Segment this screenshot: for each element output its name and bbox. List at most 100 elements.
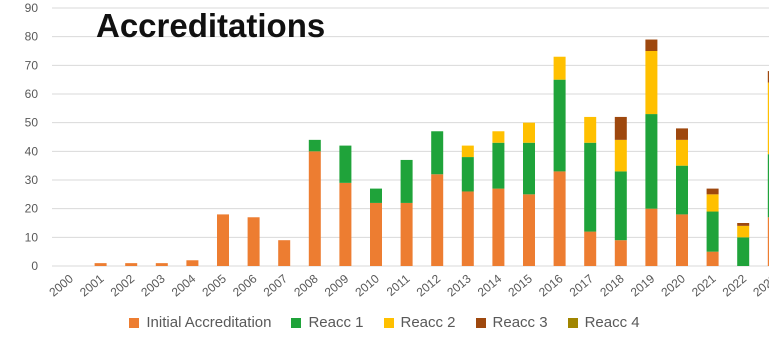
bar-2008-series-1 bbox=[308, 139, 321, 152]
bar-2006-series-0 bbox=[247, 217, 260, 266]
x-tick-label: 2004 bbox=[169, 271, 199, 299]
legend: Initial Accreditation Reacc 1 Reacc 2 Reacc… bbox=[0, 314, 769, 331]
bar-2017-series-0 bbox=[584, 231, 597, 266]
bar-2022-series-3 bbox=[737, 223, 750, 226]
bar-2004-series-0 bbox=[186, 260, 199, 266]
bar-2011-series-1 bbox=[400, 159, 413, 203]
bar-2005-series-0 bbox=[217, 214, 229, 266]
legend-label: Reacc 2 bbox=[400, 314, 456, 331]
y-tick-label: 10 bbox=[25, 230, 39, 244]
y-tick-label: 50 bbox=[25, 116, 39, 130]
x-tick-label: 2001 bbox=[77, 271, 107, 299]
bar-2023-series-2 bbox=[767, 82, 769, 155]
x-tick-label: 2022 bbox=[720, 271, 750, 299]
bar-2016-series-1 bbox=[553, 79, 566, 172]
legend-entry: Reacc 3 bbox=[475, 314, 548, 331]
bar-2019-series-0 bbox=[645, 208, 658, 266]
bar-2016-series-2 bbox=[553, 56, 566, 80]
bar-2018-series-1 bbox=[614, 171, 627, 241]
bar-2023-series-3 bbox=[767, 71, 769, 83]
x-tick-label: 2007 bbox=[261, 271, 291, 299]
x-tick-label: 2006 bbox=[230, 271, 260, 299]
x-tick-label: 2021 bbox=[689, 271, 719, 299]
bar-2017-series-2 bbox=[584, 116, 597, 143]
bar-2023-series-1 bbox=[767, 154, 769, 218]
gridlines bbox=[52, 7, 769, 267]
legend-label: Reacc 1 bbox=[308, 314, 364, 331]
bar-2019-series-2 bbox=[645, 51, 658, 115]
bar-2018-series-2 bbox=[614, 139, 627, 172]
bar-2003-series-0 bbox=[155, 263, 168, 266]
bar-2015-series-1 bbox=[523, 142, 535, 195]
y-tick-label: 70 bbox=[25, 58, 39, 72]
bar-2019-series-1 bbox=[645, 114, 658, 209]
x-tick-label: 2014 bbox=[475, 271, 505, 299]
legend-swatch bbox=[383, 317, 394, 328]
bar-2013-series-0 bbox=[461, 191, 474, 266]
x-tick-label: 2010 bbox=[352, 271, 382, 299]
x-axis-ticks: 2000 2001 2002 2003 2004 2005 2006 2007 2008 2009… bbox=[46, 271, 769, 299]
x-tick-label: 2003 bbox=[138, 271, 168, 299]
x-tick-label: 2000 bbox=[46, 271, 76, 299]
bar-2008-series-0 bbox=[308, 151, 321, 266]
legend-swatch bbox=[567, 317, 578, 328]
bar-2013-series-1 bbox=[461, 157, 474, 192]
bar-2010-series-0 bbox=[370, 202, 382, 266]
legend-swatch bbox=[291, 317, 302, 328]
x-tick-label: 2019 bbox=[628, 271, 658, 299]
bar-2022-series-2 bbox=[737, 225, 750, 238]
x-tick-label: 2002 bbox=[108, 271, 138, 299]
bar-2014-series-0 bbox=[492, 188, 505, 266]
x-tick-label: 2009 bbox=[322, 271, 352, 299]
x-tick-label: 2012 bbox=[414, 271, 444, 299]
bar-2020-series-3 bbox=[676, 128, 688, 140]
bar-2020-series-1 bbox=[676, 165, 688, 215]
bar-2021-series-1 bbox=[706, 211, 719, 252]
bar-2015-series-0 bbox=[523, 194, 535, 266]
bar-2009-series-0 bbox=[339, 182, 352, 266]
bar-2013-series-2 bbox=[461, 145, 474, 158]
y-tick-label: 80 bbox=[25, 30, 39, 44]
legend-label: Reacc 3 bbox=[492, 314, 548, 331]
x-tick-label: 2015 bbox=[505, 271, 535, 299]
bar-2014-series-1 bbox=[492, 142, 505, 189]
bar-2017-series-1 bbox=[584, 142, 597, 232]
bar-2021-series-2 bbox=[706, 194, 719, 212]
legend-swatch bbox=[475, 317, 486, 328]
bar-2002-series-0 bbox=[125, 263, 138, 266]
bar-2020-series-0 bbox=[676, 214, 688, 266]
chart-title: Accreditations bbox=[96, 7, 326, 44]
x-tick-label: 2011 bbox=[384, 271, 413, 299]
x-tick-label: 2023 bbox=[750, 271, 769, 299]
bar-2022-series-1 bbox=[737, 237, 750, 266]
legend-label: Initial Accreditation bbox=[146, 314, 272, 331]
bar-2009-series-1 bbox=[339, 145, 352, 183]
y-tick-label: 60 bbox=[25, 87, 39, 101]
bar-2001-series-0 bbox=[94, 263, 107, 266]
legend-entry: Reacc 1 bbox=[291, 314, 364, 331]
bar-2021-series-0 bbox=[706, 251, 719, 266]
x-tick-label: 2017 bbox=[567, 271, 597, 299]
bar-2016-series-0 bbox=[553, 171, 566, 266]
x-tick-label: 2005 bbox=[199, 271, 229, 299]
bar-2007-series-0 bbox=[278, 240, 291, 266]
bar-2012-series-0 bbox=[431, 174, 444, 266]
x-tick-label: 2013 bbox=[444, 271, 474, 299]
y-tick-label: 30 bbox=[25, 173, 39, 187]
bar-2018-series-0 bbox=[614, 240, 627, 266]
bar-2019-series-3 bbox=[645, 39, 658, 51]
bar-2020-series-2 bbox=[676, 139, 688, 166]
bar-2015-series-2 bbox=[523, 122, 535, 143]
legend-entry: Initial Accreditation bbox=[129, 314, 271, 331]
bar-2010-series-1 bbox=[370, 188, 382, 203]
bar-2023-series-0 bbox=[767, 217, 769, 266]
x-tick-label: 2018 bbox=[597, 271, 627, 299]
legend-label: Reacc 4 bbox=[584, 314, 640, 331]
y-axis-ticks: 0 10 20 30 40 50 60 70 80 90 bbox=[25, 1, 39, 273]
bar-2014-series-2 bbox=[492, 131, 505, 143]
bar-2012-series-1 bbox=[431, 131, 444, 175]
x-tick-label: 2008 bbox=[291, 271, 321, 299]
x-tick-label: 2020 bbox=[658, 271, 688, 299]
legend-swatch bbox=[129, 317, 140, 328]
